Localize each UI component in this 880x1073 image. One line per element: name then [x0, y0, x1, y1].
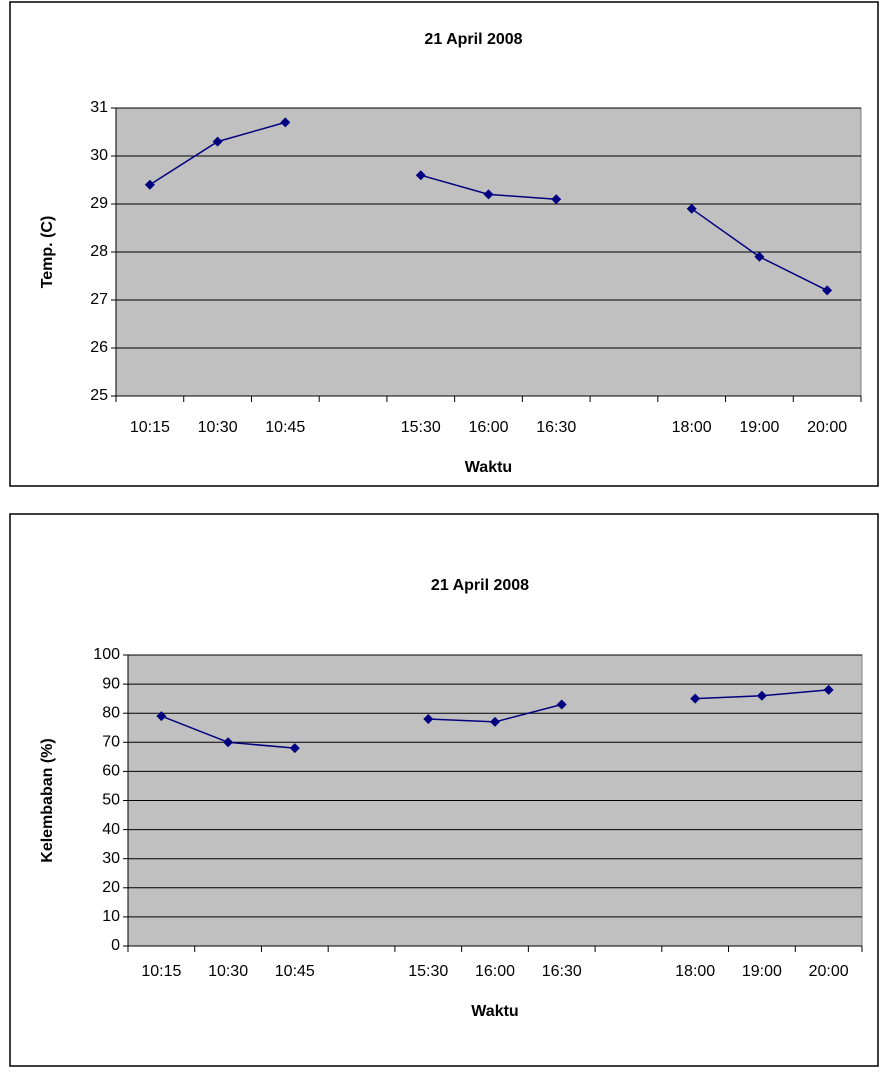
y-tick-label: 80 — [102, 704, 120, 721]
y-tick-label: 26 — [90, 339, 108, 356]
y-tick-label: 25 — [90, 387, 108, 404]
x-tick-label: 19:00 — [739, 419, 779, 436]
x-tick-label: 10:45 — [275, 963, 315, 980]
chart-title: 21 April 2008 — [431, 577, 529, 594]
x-axis-title: Waktu — [465, 459, 512, 476]
x-tick-label: 16:00 — [468, 419, 508, 436]
y-tick-label: 10 — [102, 908, 120, 925]
x-tick-label: 16:00 — [475, 963, 515, 980]
y-tick-label: 31 — [90, 99, 108, 116]
x-tick-label: 16:30 — [542, 963, 582, 980]
x-tick-label: 10:30 — [208, 963, 248, 980]
chart-title: 21 April 2008 — [424, 31, 522, 48]
y-tick-label: 27 — [90, 291, 108, 308]
y-tick-label: 28 — [90, 243, 108, 260]
x-tick-label: 15:30 — [408, 963, 448, 980]
x-tick-label: 18:00 — [675, 963, 715, 980]
x-tick-label: 20:00 — [807, 419, 847, 436]
x-tick-label: 10:45 — [265, 419, 305, 436]
y-tick-label: 50 — [102, 792, 120, 809]
y-tick-label: 70 — [102, 734, 120, 751]
x-tick-label: 16:30 — [536, 419, 576, 436]
x-tick-label: 19:00 — [742, 963, 782, 980]
x-tick-label: 15:30 — [401, 419, 441, 436]
y-tick-label: 29 — [90, 195, 108, 212]
y-tick-label: 0 — [111, 937, 120, 954]
x-tick-label: 10:30 — [198, 419, 238, 436]
y-axis-title: Temp. (C) — [39, 216, 56, 289]
x-tick-label: 20:00 — [809, 963, 849, 980]
y-tick-label: 100 — [93, 646, 120, 663]
charts: 25 26 27 28 29 30 31 10:15 10:30 10:45 15:30 16:00 1… — [0, 0, 880, 1068]
x-axis-title: Waktu — [471, 1003, 518, 1020]
y-tick-label: 20 — [102, 879, 120, 896]
x-tick-label: 10:15 — [141, 963, 181, 980]
y-tick-label: 40 — [102, 821, 120, 838]
y-tick-label: 60 — [102, 763, 120, 780]
y-tick-label: 90 — [102, 675, 120, 692]
page: 25 26 27 28 29 30 31 10:15 10:30 10:45 15:30 16:00 1… — [0, 0, 880, 1073]
y-axis-title: Kelembaban (%) — [39, 738, 56, 862]
y-tick-label: 30 — [90, 147, 108, 164]
x-tick-label: 18:00 — [672, 419, 712, 436]
x-tick-label: 10:15 — [130, 419, 170, 436]
y-tick-label: 30 — [102, 850, 120, 867]
